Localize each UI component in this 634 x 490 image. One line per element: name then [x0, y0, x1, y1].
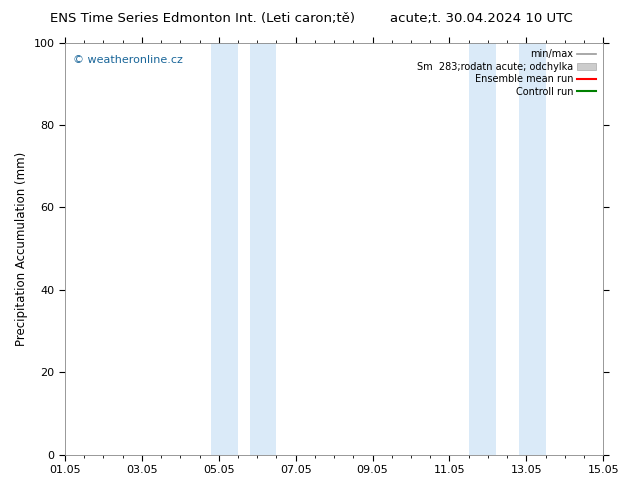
Bar [469, 43, 496, 455]
Text: ENS Time Series Edmonton Int. (Leti caron;tě): ENS Time Series Edmonton Int. (Leti caro… [50, 12, 356, 25]
Text: acute;t. 30.04.2024 10 UTC: acute;t. 30.04.2024 10 UTC [391, 12, 573, 25]
Text: © weatheronline.cz: © weatheronline.cz [73, 55, 183, 65]
Y-axis label: Precipitation Accumulation (mm): Precipitation Accumulation (mm) [15, 151, 28, 346]
Legend: min/max, Sm  283;rodatn acute; odchylka, Ensemble mean run, Controll run: min/max, Sm 283;rodatn acute; odchylka, … [415, 48, 598, 98]
Bar [211, 43, 238, 455]
Bar [519, 43, 545, 455]
Bar [250, 43, 276, 455]
